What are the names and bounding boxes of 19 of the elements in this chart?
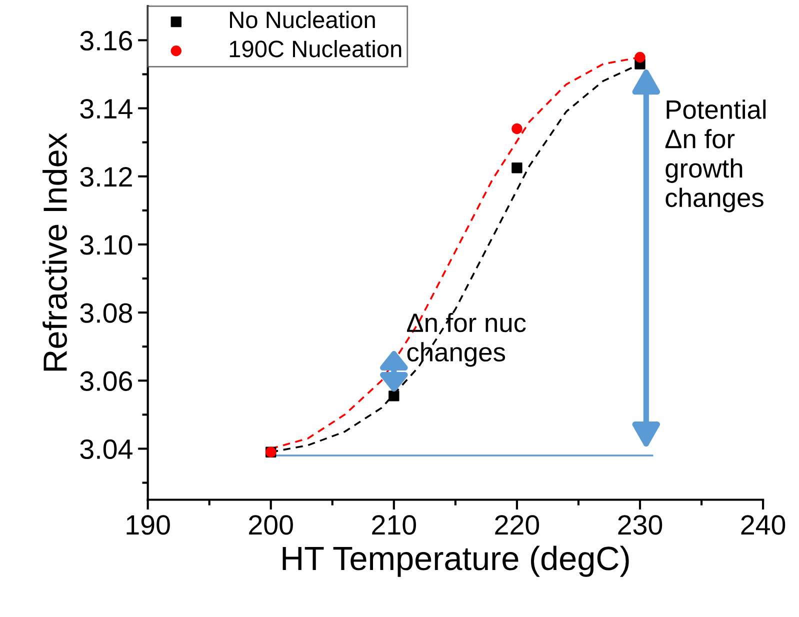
x-tick-label: 210 — [372, 515, 416, 535]
y-tick-label: 3.12 — [80, 167, 132, 187]
x-tick-label: 190 — [126, 515, 170, 535]
x-tick-label: 200 — [249, 515, 293, 535]
x-tick-label: 240 — [741, 515, 786, 535]
annotation: Δn for nuc changes — [407, 312, 526, 367]
y-axis-title: Refractive Index — [42, 132, 68, 371]
y-tick-label: 3.16 — [80, 30, 132, 51]
y-tick-label: 3.14 — [80, 98, 132, 119]
annotation: Potential Δn for growth changes — [665, 100, 766, 212]
x-tick-label: 230 — [618, 515, 662, 535]
y-tick-label: 3.06 — [80, 371, 132, 391]
y-tick-label: 3.10 — [80, 235, 132, 255]
legend-label: No Nucleation — [230, 10, 375, 28]
y-tick-label: 3.04 — [80, 439, 132, 460]
legend-label: 190C Nucleation — [230, 40, 402, 58]
y-tick-label: 3.08 — [80, 303, 132, 323]
x-tick-label: 220 — [495, 515, 540, 535]
x-axis-title: HT Temperature (degC) — [282, 546, 629, 577]
